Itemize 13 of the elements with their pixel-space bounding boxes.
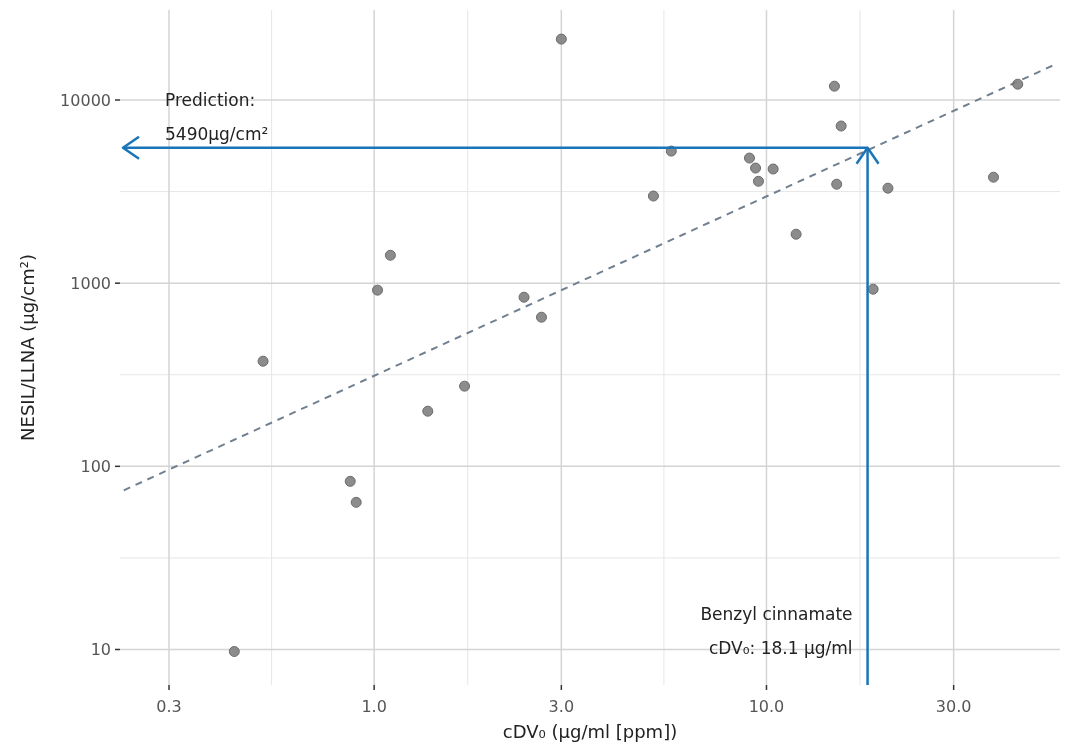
y-tick-label: 10 [90,640,111,660]
x-axis-title: cDV₀ (µg/ml [ppm]) [502,721,678,742]
x-tick-label: 0.3 [156,697,182,716]
x-tick-label: 30.0 [935,697,972,716]
y-axis-title: NESIL/LLNA (µg/cm²) [17,254,38,441]
y-tick-label: 1000 [70,273,111,293]
y-tick-label: 100 [80,456,111,476]
ref-line-label: Benzyl cinnamate cDV₀: 18.1 µg/ml [700,604,853,658]
x-tick-label: 3.0 [548,697,575,716]
y-tick-label: 10000 [60,90,111,110]
x-tick-label: 10.0 [748,697,785,716]
ref-line-label: Prediction: 5490µg/cm² [165,89,269,144]
x-tick-label: 1.0 [361,697,387,716]
